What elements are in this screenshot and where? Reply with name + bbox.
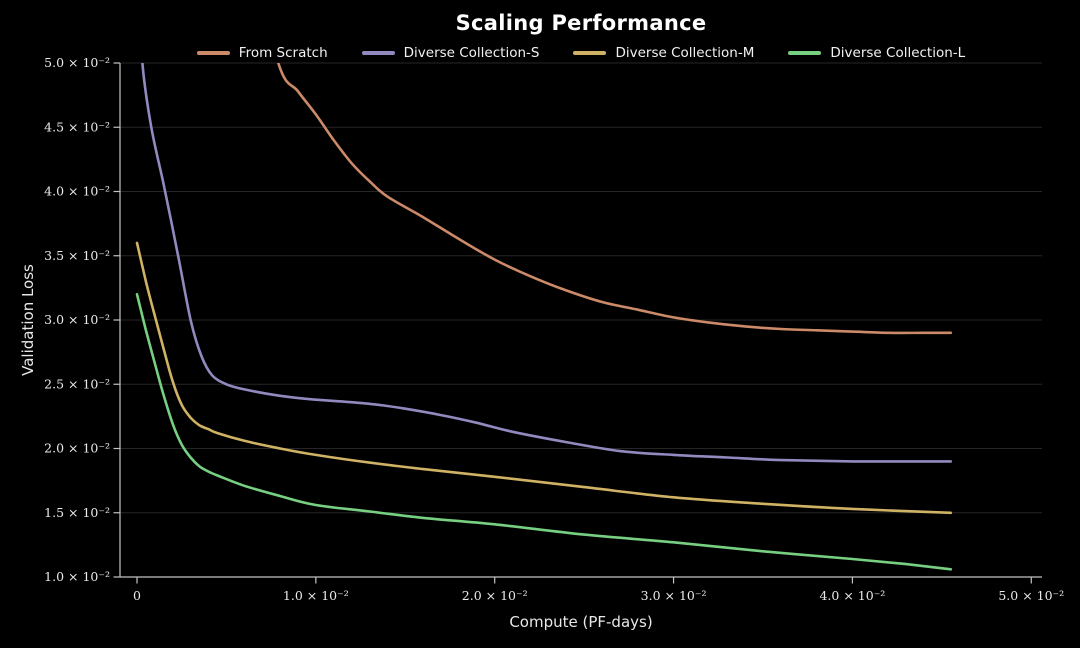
y-tick-label: 3.5 × 10⁻²: [44, 248, 110, 263]
legend-item-diverse-collection-l: Diverse Collection-L: [788, 45, 965, 61]
y-tick-label: 4.5 × 10⁻²: [44, 119, 110, 134]
x-tick-label: 5.0 × 10⁻²: [998, 588, 1064, 603]
legend-label-diverse-collection-l: Diverse Collection-L: [830, 45, 966, 61]
x-tick-label: 0: [133, 588, 141, 603]
legend-swatch-diverse-collection-l: [788, 51, 822, 55]
series-line-from-scratch: [276, 63, 953, 335]
legend-swatch-from-scratch: [196, 51, 230, 55]
y-tick-label: 2.5 × 10⁻²: [44, 376, 110, 391]
series-line-diverse-collection-m: [135, 241, 953, 515]
x-axis-label: Compute (PF-days): [509, 613, 653, 631]
y-tick-label: 1.5 × 10⁻²: [44, 505, 110, 520]
legend-swatch-diverse-collection-m: [573, 51, 607, 55]
series-line-diverse-collection-l: [135, 293, 953, 571]
x-tick-label: 1.0 × 10⁻²: [283, 588, 349, 603]
x-tick-label: 2.0 × 10⁻²: [462, 588, 528, 603]
legend-label-diverse-collection-m: Diverse Collection-M: [615, 45, 755, 61]
legend-item-from-scratch: From Scratch: [196, 45, 328, 61]
series-line-diverse-collection-s: [141, 63, 953, 463]
y-axis-label: Validation Loss: [19, 264, 37, 376]
x-tick-label: 3.0 × 10⁻²: [641, 588, 707, 603]
legend: From Scratch Diverse Collection-S Divers…: [120, 45, 1042, 61]
legend-item-diverse-collection-s: Diverse Collection-S: [361, 45, 540, 61]
legend-swatch-diverse-collection-s: [361, 51, 395, 55]
y-tick-label: 1.0 × 10⁻²: [44, 569, 110, 584]
y-tick-label: 4.0 × 10⁻²: [44, 184, 110, 199]
legend-label-from-scratch: From Scratch: [238, 45, 328, 61]
x-tick-label: 4.0 × 10⁻²: [819, 588, 885, 603]
y-tick-label: 2.0 × 10⁻²: [44, 441, 110, 456]
chart-title: Scaling Performance: [455, 11, 707, 35]
legend-item-diverse-collection-m: Diverse Collection-M: [573, 45, 754, 61]
legend-label-diverse-collection-s: Diverse Collection-S: [403, 45, 540, 61]
y-tick-label: 3.0 × 10⁻²: [44, 312, 110, 327]
y-tick-label: 5.0 × 10⁻²: [44, 55, 110, 70]
